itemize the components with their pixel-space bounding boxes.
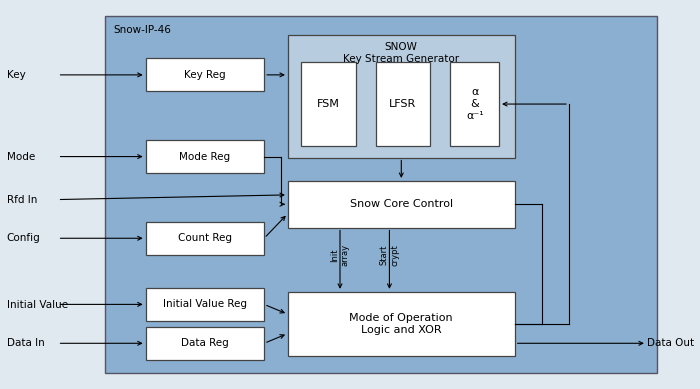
Text: Start
crypt: Start crypt [379,244,399,266]
Bar [146,140,264,173]
Text: Config: Config [7,233,41,244]
Bar [302,62,356,146]
Bar [288,181,514,228]
Bar [146,58,264,91]
Text: Snow Core Control: Snow Core Control [350,199,453,209]
Bar [146,288,264,321]
Text: Data Reg: Data Reg [181,338,229,348]
Text: SNOW
Key Stream Generator: SNOW Key Stream Generator [343,42,459,65]
Text: α
&
α⁻¹: α & α⁻¹ [466,88,484,121]
Text: Count Reg: Count Reg [178,233,232,243]
Text: Snow-IP-46: Snow-IP-46 [113,25,171,35]
Text: LFSR: LFSR [389,99,416,109]
Text: Initial Value Reg: Initial Value Reg [163,300,247,309]
Text: Key: Key [7,70,25,80]
Bar [376,62,430,146]
Bar [450,62,499,146]
Bar [105,16,657,373]
Text: Key Reg: Key Reg [184,70,225,80]
Bar [288,292,514,356]
Text: Rfd In: Rfd In [7,194,37,205]
Bar [146,327,264,360]
Text: Data Out: Data Out [647,338,694,349]
Bar [146,222,264,255]
Text: Mode: Mode [7,152,35,162]
Text: FSM: FSM [317,99,340,109]
Text: Initial Value: Initial Value [7,300,68,310]
Text: Mode of Operation
Logic and XOR: Mode of Operation Logic and XOR [349,313,453,335]
Text: Init
array: Init array [330,244,350,266]
Text: Mode Reg: Mode Reg [179,152,230,161]
Bar [288,35,514,158]
Text: Data In: Data In [7,338,45,349]
